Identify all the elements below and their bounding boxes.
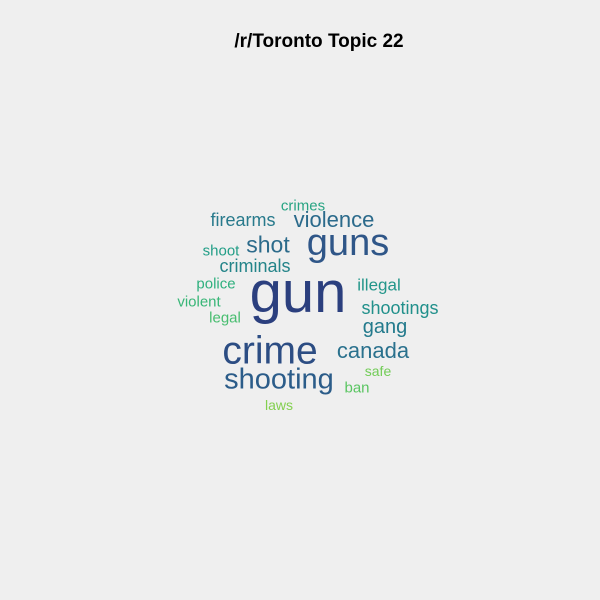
word-shoot: shoot xyxy=(202,242,240,260)
word-legal: legal xyxy=(209,309,241,327)
word-illegal: illegal xyxy=(357,275,401,295)
word-shootings: shootings xyxy=(361,298,439,318)
word-guns: guns xyxy=(306,222,390,264)
word-crime: crime xyxy=(222,329,318,373)
word-firearms: firearms xyxy=(210,210,276,230)
word-laws: laws xyxy=(264,397,294,413)
plot-title: /r/Toronto Topic 22 xyxy=(234,31,404,52)
word-gun: gun xyxy=(249,260,347,325)
word-shooting: shooting xyxy=(224,363,334,396)
word-shot: shot xyxy=(246,231,290,258)
word-safe: safe xyxy=(364,363,392,379)
word-ban: ban xyxy=(344,379,370,397)
word-canada: canada xyxy=(336,338,410,363)
word-police: police xyxy=(196,275,236,293)
word-gang: gang xyxy=(362,316,408,338)
word-crimes: crimes xyxy=(280,197,326,215)
word-criminals: criminals xyxy=(219,256,291,276)
word-violence: violence xyxy=(293,207,375,232)
word-violent: violent xyxy=(177,293,221,311)
